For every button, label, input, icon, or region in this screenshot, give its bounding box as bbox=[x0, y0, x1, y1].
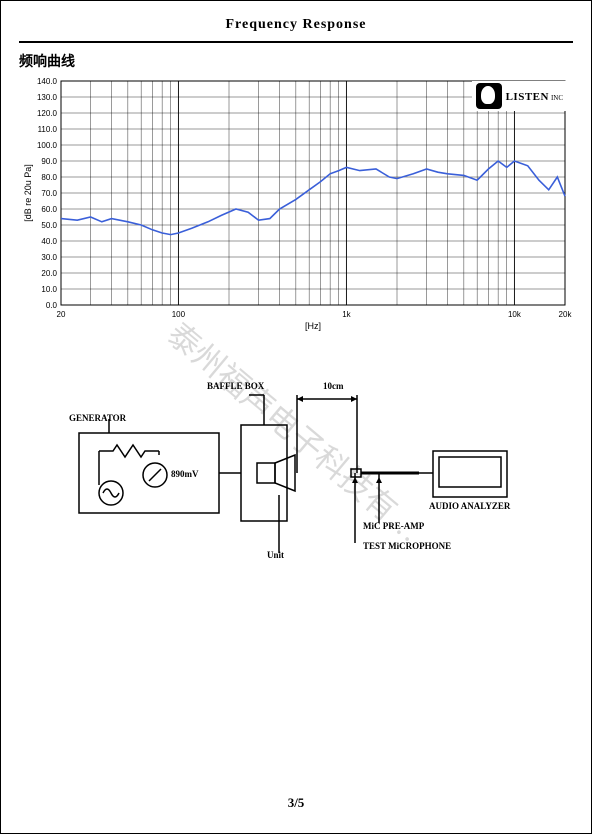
svg-text:40.0: 40.0 bbox=[41, 237, 57, 246]
page-title: Frequency Response bbox=[1, 1, 591, 41]
svg-text:90.0: 90.0 bbox=[41, 157, 57, 166]
svg-text:70.0: 70.0 bbox=[41, 189, 57, 198]
label-baffle-box: BAFFLE BOX bbox=[207, 381, 264, 391]
svg-text:60.0: 60.0 bbox=[41, 205, 57, 214]
label-unit: Unit bbox=[267, 550, 284, 560]
logo-head-icon bbox=[476, 83, 502, 109]
section-label: 频响曲线 bbox=[19, 51, 591, 71]
label-microphone: TEST MiCROPHONE bbox=[363, 541, 451, 551]
label-voltage: 890mV bbox=[171, 469, 199, 479]
diagram-svg bbox=[19, 355, 575, 595]
svg-text:140.0: 140.0 bbox=[37, 77, 58, 86]
svg-text:30.0: 30.0 bbox=[41, 253, 57, 262]
svg-text:20.0: 20.0 bbox=[41, 269, 57, 278]
label-generator: GENERATOR bbox=[69, 413, 126, 423]
svg-text:50.0: 50.0 bbox=[41, 221, 57, 230]
label-distance: 10cm bbox=[323, 381, 344, 391]
svg-text:20: 20 bbox=[57, 310, 66, 319]
svg-text:[Hz]: [Hz] bbox=[305, 321, 321, 331]
svg-text:10k: 10k bbox=[508, 310, 522, 319]
svg-text:80.0: 80.0 bbox=[41, 173, 57, 182]
svg-text:[dB re 20u Pa]: [dB re 20u Pa] bbox=[23, 164, 33, 222]
listen-logo: LISTENINC bbox=[472, 81, 567, 111]
frequency-response-chart: 0.0 10.0 20.0 30.0 40.0 50.0 60.0 70.0 80.0 90.0 1… bbox=[19, 75, 573, 335]
label-preamp: MiC PRE-AMP bbox=[363, 521, 424, 531]
svg-text:100.0: 100.0 bbox=[37, 141, 58, 150]
svg-text:10.0: 10.0 bbox=[41, 285, 57, 294]
logo-subtext: INC bbox=[551, 94, 563, 102]
label-analyzer: AUDIO ANALYZER bbox=[429, 501, 510, 511]
page-number: 3/5 bbox=[1, 795, 591, 811]
logo-text: LISTEN bbox=[506, 91, 549, 103]
title-rule bbox=[19, 41, 573, 43]
svg-text:1k: 1k bbox=[342, 310, 351, 319]
chart-svg: 0.0 10.0 20.0 30.0 40.0 50.0 60.0 70.0 80.0 90.0 1… bbox=[19, 75, 575, 335]
svg-text:130.0: 130.0 bbox=[37, 93, 58, 102]
test-setup-diagram: GENERATOR BAFFLE BOX 10cm Unit AUDIO ANA… bbox=[19, 355, 573, 595]
svg-text:120.0: 120.0 bbox=[37, 109, 58, 118]
svg-text:100: 100 bbox=[172, 310, 186, 319]
svg-text:0.0: 0.0 bbox=[46, 301, 58, 310]
svg-text:110.0: 110.0 bbox=[38, 125, 58, 134]
svg-text:20k: 20k bbox=[559, 310, 573, 319]
